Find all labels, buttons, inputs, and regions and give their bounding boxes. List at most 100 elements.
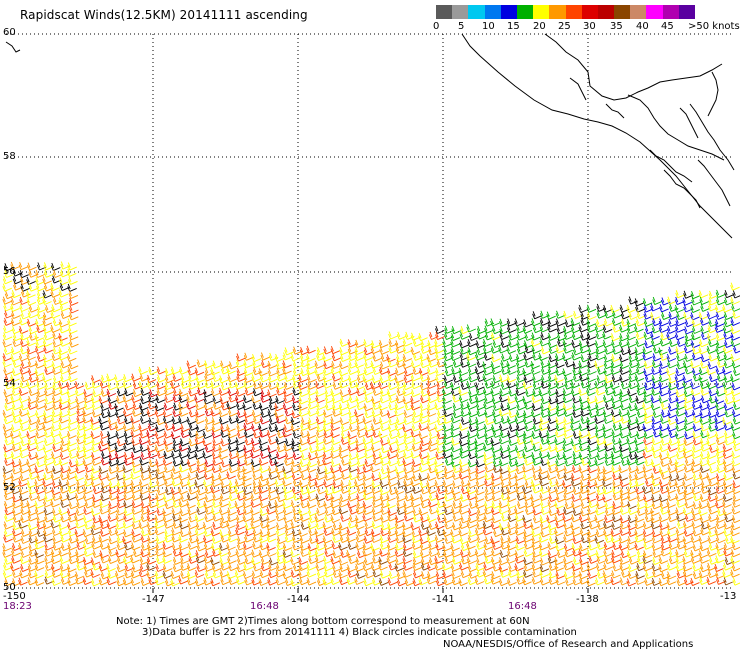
wind-barb xyxy=(194,416,205,425)
wind-barb xyxy=(156,366,167,375)
wind-barb xyxy=(523,410,533,419)
wind-barb xyxy=(76,500,86,509)
wind-barb xyxy=(546,423,557,432)
wind-barb xyxy=(354,521,365,530)
wind-barb xyxy=(604,451,615,460)
wind-barb xyxy=(282,429,292,438)
wind-barb xyxy=(426,571,437,580)
wind-barb xyxy=(36,515,46,524)
wind-barb xyxy=(659,304,669,313)
wind-barb xyxy=(595,346,606,355)
wind-barb xyxy=(210,578,220,587)
wind-barb xyxy=(76,444,87,453)
wind-barb xyxy=(595,319,606,328)
wind-barb xyxy=(458,387,468,396)
wind-barb xyxy=(539,577,550,586)
wind-barb xyxy=(508,332,518,341)
wind-barb xyxy=(484,486,495,495)
wind-barb xyxy=(236,536,247,545)
wind-barb xyxy=(11,542,22,552)
wind-barb xyxy=(274,499,284,509)
wind-barb xyxy=(274,353,285,362)
wind-barb xyxy=(522,577,532,586)
wind-barb xyxy=(212,437,222,446)
wind-barb xyxy=(532,352,542,361)
wind-barb xyxy=(402,388,412,397)
wind-barb xyxy=(675,346,685,355)
wind-barb xyxy=(204,459,215,468)
wind-barb xyxy=(43,332,54,341)
colorbar xyxy=(436,5,695,19)
wind-barb xyxy=(386,451,397,460)
wind-barb xyxy=(330,346,341,355)
wind-barb xyxy=(138,436,149,446)
wind-barb xyxy=(314,514,324,523)
wind-barb xyxy=(155,500,166,509)
wind-barb xyxy=(98,577,109,586)
wind-barb xyxy=(212,492,222,501)
colorbar-segment xyxy=(630,5,647,19)
wind-barb xyxy=(291,410,302,419)
wind-barb xyxy=(338,464,349,473)
wind-barb xyxy=(611,353,621,363)
wind-barb xyxy=(371,520,382,529)
wind-barb xyxy=(715,437,726,446)
wind-barb xyxy=(443,577,454,586)
wind-barb xyxy=(450,415,461,424)
wind-barb xyxy=(563,408,574,417)
wind-barb xyxy=(618,535,629,544)
wind-barb xyxy=(10,346,21,355)
wind-barb xyxy=(692,423,703,432)
wind-barb xyxy=(546,311,556,320)
wind-barb xyxy=(267,445,277,454)
wind-barb xyxy=(132,389,143,398)
wind-barb xyxy=(675,389,686,398)
wind-barb xyxy=(628,367,639,376)
wind-barb xyxy=(324,466,334,475)
wind-barb xyxy=(714,415,724,425)
wind-barb xyxy=(452,556,462,565)
wind-barb xyxy=(458,521,469,530)
wind-barb xyxy=(565,577,575,586)
wind-barb xyxy=(338,380,349,389)
wind-barb xyxy=(619,333,629,342)
wind-barb xyxy=(403,430,414,439)
wind-barb xyxy=(330,514,340,523)
wind-barb xyxy=(691,486,701,495)
wind-barb xyxy=(652,353,662,362)
wind-barb xyxy=(666,325,677,334)
wind-barb xyxy=(427,443,438,452)
wind-barb xyxy=(506,325,517,334)
wind-barb xyxy=(3,430,14,439)
wind-barb xyxy=(34,452,45,461)
wind-barb xyxy=(426,534,437,544)
wind-barb xyxy=(34,333,45,342)
wind-barb xyxy=(220,382,231,391)
wind-barb xyxy=(243,395,253,404)
wind-barb xyxy=(700,564,710,573)
wind-barb xyxy=(188,381,198,390)
wind-barb xyxy=(610,304,620,313)
wind-barb xyxy=(330,576,341,586)
wind-barb xyxy=(202,521,213,530)
wind-barb xyxy=(396,493,406,502)
wind-barb xyxy=(331,437,341,446)
wind-barb xyxy=(491,366,502,375)
wind-barb xyxy=(12,534,23,543)
wind-barb xyxy=(139,457,149,466)
wind-barb xyxy=(252,479,263,488)
wind-barb xyxy=(651,387,661,396)
wind-barb xyxy=(611,457,621,466)
lon-label: -138 xyxy=(576,594,599,605)
wind-barb xyxy=(730,325,740,335)
wind-barb xyxy=(52,375,63,384)
wind-barb xyxy=(291,458,301,467)
wind-barb xyxy=(395,557,405,566)
wind-barb xyxy=(66,492,76,501)
wind-barb xyxy=(258,577,269,586)
wind-barb xyxy=(402,529,412,538)
wind-barb xyxy=(274,459,284,468)
wind-barb xyxy=(266,429,277,438)
wind-barb xyxy=(396,571,407,580)
wind-barb xyxy=(43,325,53,334)
